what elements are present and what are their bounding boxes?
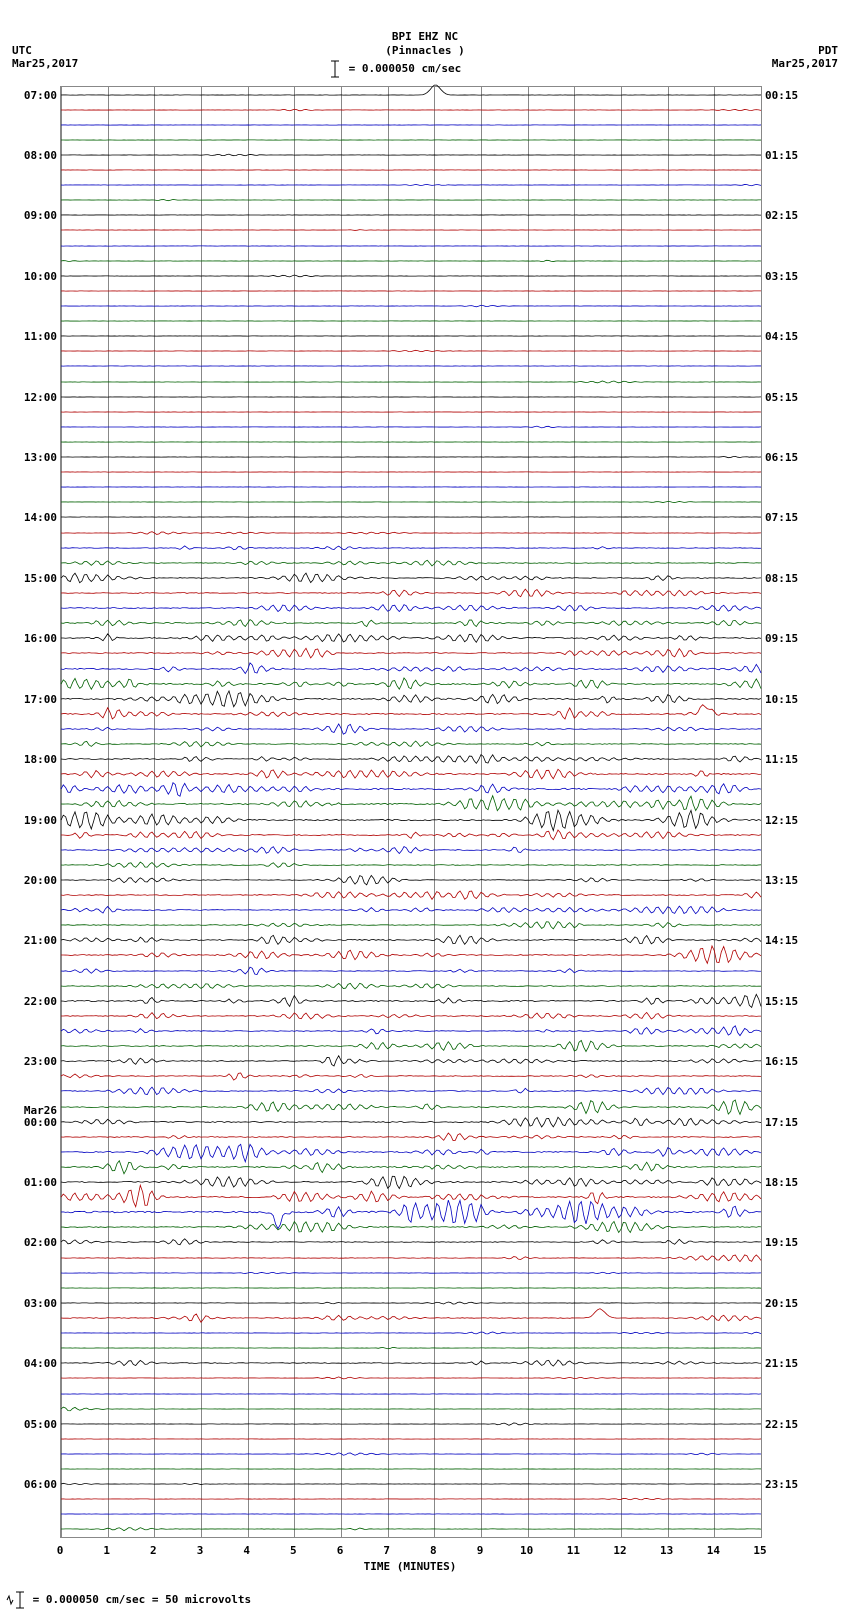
right-hour-label: 12:15: [765, 814, 815, 827]
scale-bar-top-label: = 0.000050 cm/sec: [349, 62, 462, 75]
left-hour-label: 20:00: [7, 874, 57, 887]
x-tick-label: 4: [243, 1544, 250, 1557]
x-tick-label: 7: [383, 1544, 390, 1557]
right-hour-label: 21:15: [765, 1357, 815, 1370]
footer-scale-label: = 0.000050 cm/sec = 50 microvolts: [33, 1593, 252, 1606]
x-tick-label: 1: [103, 1544, 110, 1557]
x-tick-label: 10: [520, 1544, 533, 1557]
x-tick-label: 3: [197, 1544, 204, 1557]
left-hour-label: 01:00: [7, 1176, 57, 1189]
right-hour-label: 09:15: [765, 632, 815, 645]
right-hour-label: 08:15: [765, 572, 815, 585]
x-tick-label: 6: [337, 1544, 344, 1557]
left-hour-label: 10:00: [7, 270, 57, 283]
left-hour-label: 18:00: [7, 753, 57, 766]
left-hour-label: 19:00: [7, 814, 57, 827]
left-hour-label: 06:00: [7, 1478, 57, 1491]
title-line1: BPI EHZ NC: [0, 30, 850, 43]
footer-scale: = 0.000050 cm/sec = 50 microvolts: [6, 1591, 251, 1609]
left-hour-label: 16:00: [7, 632, 57, 645]
left-hour-label: 13:00: [7, 451, 57, 464]
right-hour-label: 15:15: [765, 995, 815, 1008]
right-hour-label: 10:15: [765, 693, 815, 706]
right-hour-label: 22:15: [765, 1418, 815, 1431]
header-left-tz: UTC: [12, 44, 78, 57]
left-hour-label: 15:00: [7, 572, 57, 585]
right-hour-label: 19:15: [765, 1236, 815, 1249]
left-hour-label: 09:00: [7, 209, 57, 222]
seismogram-plot: 07:0000:1508:0001:1509:0002:1510:0003:15…: [60, 86, 762, 1538]
left-hour-label: 08:00: [7, 149, 57, 162]
x-tick-label: 5: [290, 1544, 297, 1557]
left-hour-label: 00:00: [7, 1116, 57, 1129]
right-hour-label: 23:15: [765, 1478, 815, 1491]
right-hour-label: 07:15: [765, 511, 815, 524]
right-hour-label: 06:15: [765, 451, 815, 464]
right-hour-label: 13:15: [765, 874, 815, 887]
left-hour-label: 21:00: [7, 934, 57, 947]
x-axis-title: TIME (MINUTES): [60, 1560, 760, 1573]
left-hour-label: 11:00: [7, 330, 57, 343]
header-right: PDT Mar25,2017: [772, 44, 838, 70]
left-hour-label: 03:00: [7, 1297, 57, 1310]
x-tick-label: 13: [660, 1544, 673, 1557]
right-hour-label: 00:15: [765, 89, 815, 102]
gridline: [761, 87, 762, 1537]
left-hour-label: 12:00: [7, 391, 57, 404]
left-hour-label: 22:00: [7, 995, 57, 1008]
x-tick-label: 2: [150, 1544, 157, 1557]
title-line2: (Pinnacles ): [0, 44, 850, 57]
left-hour-label: 04:00: [7, 1357, 57, 1370]
right-hour-label: 03:15: [765, 270, 815, 283]
left-hour-label: 23:00: [7, 1055, 57, 1068]
left-hour-label: 05:00: [7, 1418, 57, 1431]
x-tick-label: 9: [477, 1544, 484, 1557]
x-tick-label: 11: [567, 1544, 580, 1557]
right-hour-label: 01:15: [765, 149, 815, 162]
header-right-date: Mar25,2017: [772, 57, 838, 70]
left-day-label: Mar26: [7, 1104, 57, 1117]
right-hour-label: 11:15: [765, 753, 815, 766]
left-hour-label: 17:00: [7, 693, 57, 706]
left-hour-label: 02:00: [7, 1236, 57, 1249]
left-hour-label: 14:00: [7, 511, 57, 524]
x-tick-label: 8: [430, 1544, 437, 1557]
x-tick-label: 12: [613, 1544, 626, 1557]
right-hour-label: 20:15: [765, 1297, 815, 1310]
header-right-tz: PDT: [772, 44, 838, 57]
x-tick-label: 0: [57, 1544, 64, 1557]
left-hour-label: 07:00: [7, 89, 57, 102]
right-hour-label: 16:15: [765, 1055, 815, 1068]
header-left: UTC Mar25,2017: [12, 44, 78, 70]
header-left-date: Mar25,2017: [12, 57, 78, 70]
right-hour-label: 17:15: [765, 1116, 815, 1129]
right-hour-label: 04:15: [765, 330, 815, 343]
right-hour-label: 14:15: [765, 934, 815, 947]
right-hour-label: 05:15: [765, 391, 815, 404]
x-tick-label: 15: [753, 1544, 766, 1557]
right-hour-label: 02:15: [765, 209, 815, 222]
x-tick-label: 14: [707, 1544, 720, 1557]
seismogram-container: BPI EHZ NC (Pinnacles ) = 0.000050 cm/se…: [0, 0, 850, 1613]
right-hour-label: 18:15: [765, 1176, 815, 1189]
scale-bar-top: = 0.000050 cm/sec: [328, 60, 461, 78]
